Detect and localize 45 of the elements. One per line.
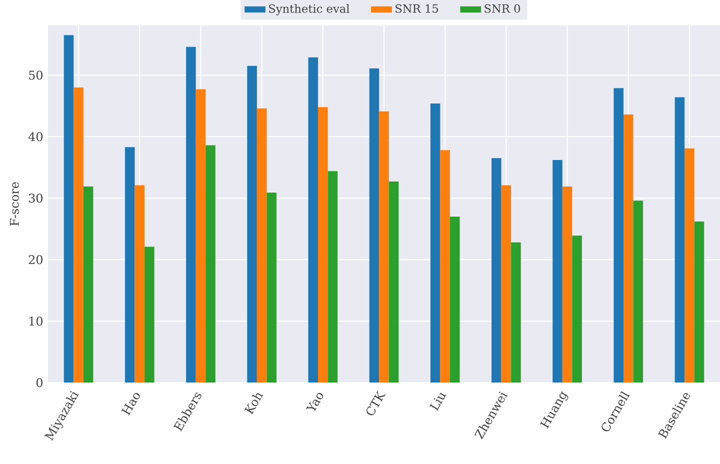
- bar: [328, 171, 338, 383]
- y-tick-label: 20: [28, 255, 42, 264]
- bar: [196, 89, 206, 383]
- y-axis-title: F-score: [10, 182, 19, 226]
- y-tick-label: 40: [28, 132, 42, 142]
- y-tick-label: 30: [28, 194, 42, 203]
- bar: [186, 46, 196, 383]
- bar: [247, 66, 257, 383]
- bar: [318, 107, 328, 383]
- legend-label: SNR 15: [396, 4, 438, 13]
- bar: [694, 222, 704, 383]
- bar: [492, 158, 502, 383]
- bar: [450, 216, 460, 383]
- bar: [144, 246, 154, 383]
- y-tick-label: 10: [29, 316, 42, 326]
- bar: [64, 35, 74, 383]
- bar: [501, 185, 512, 383]
- bar: [430, 103, 440, 383]
- bar: [266, 192, 276, 383]
- x-tick-label: Liu: [429, 392, 446, 411]
- bar: [674, 97, 685, 383]
- bar: [74, 87, 84, 383]
- bar: [614, 88, 624, 383]
- bar: [552, 160, 562, 383]
- bar: [206, 145, 216, 383]
- legend-label: Synthetic eval: [269, 4, 350, 16]
- bar: [562, 186, 572, 383]
- bar: [379, 111, 389, 383]
- bar: [134, 185, 145, 383]
- bar: [572, 236, 582, 383]
- bar: [83, 186, 94, 383]
- bar: [388, 182, 399, 383]
- legend-label: SNR 0: [484, 4, 520, 13]
- y-tick-label: 50: [29, 70, 42, 80]
- bar: [623, 114, 634, 383]
- bar: [124, 147, 135, 383]
- bar: [308, 57, 318, 383]
- bar: [369, 68, 380, 383]
- bar: [256, 108, 267, 383]
- bar: [511, 242, 521, 383]
- bar: [684, 148, 694, 383]
- y-tick-label: 0: [36, 378, 42, 388]
- bar: [633, 200, 644, 383]
- bar: [440, 150, 450, 383]
- x-tick-label: Yao: [306, 392, 324, 412]
